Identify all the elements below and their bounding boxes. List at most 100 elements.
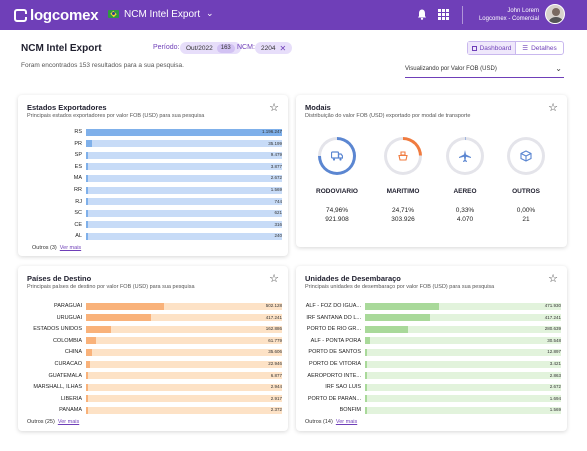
modal-value: 921.908: [325, 216, 349, 223]
states-bar-row[interactable]: AL 240: [18, 232, 288, 240]
units-bar-row[interactable]: IRF SANTANA DO L... 417.241: [296, 314, 567, 322]
modals-title: Modais: [305, 103, 331, 112]
countries-more-link[interactable]: Ver mais: [57, 419, 80, 425]
states-bar-row[interactable]: ES 3.877: [18, 163, 288, 171]
countries-bar: [86, 395, 88, 403]
countries-bar-value: 2.944: [270, 384, 282, 390]
apps-grid-icon[interactable]: [438, 9, 449, 20]
countries-bar: [86, 383, 88, 391]
modal-item[interactable]: OUTROS 0,00% 21: [496, 137, 556, 223]
star-icon[interactable]: ☆: [269, 273, 279, 285]
units-bar-row[interactable]: ALF - PONTA PORA 30.548: [296, 337, 567, 345]
states-bar-row[interactable]: SC 621: [18, 209, 288, 217]
states-bar: [86, 198, 88, 206]
star-icon[interactable]: ☆: [548, 102, 558, 114]
units-bar-row[interactable]: PORTO DE PARAN... 1.694: [296, 395, 567, 403]
units-bar-label: IRF SANTANA DO L...: [306, 314, 361, 321]
countries-bar-track: [86, 395, 282, 403]
countries-bar-row[interactable]: GUATEMALA 6.877: [18, 372, 288, 380]
states-bar-row[interactable]: RJ 744: [18, 198, 288, 206]
states-bar-row[interactable]: PR 35.199: [18, 140, 288, 148]
period-chip[interactable]: Out/2022 163: [180, 42, 241, 54]
star-icon[interactable]: ☆: [269, 102, 279, 114]
states-bar-value: 1.569: [270, 187, 282, 192]
modal-item[interactable]: RODOVIARIO 74,96% 921.908: [307, 137, 367, 223]
countries-bar-track: [86, 406, 282, 414]
modal-ring: [507, 137, 545, 175]
product-selector[interactable]: NCM Intel Export: [124, 9, 201, 20]
states-bar-row[interactable]: SP 9.479: [18, 151, 288, 159]
modal-percent: 24,71%: [391, 207, 415, 214]
units-more-link[interactable]: Ver mais: [335, 419, 358, 425]
countries-bar-label: LIBERIA: [60, 395, 82, 402]
units-bar-label: ALF - PONTA PORA: [310, 337, 361, 344]
box-icon: [520, 150, 532, 162]
units-bar-row[interactable]: ALF - FOZ DO IGUA... 471.930: [296, 302, 567, 310]
states-bar-track: [86, 221, 282, 229]
states-bar-track: [86, 209, 282, 217]
states-bar-label: RJ: [75, 198, 82, 205]
units-more: Outros (14) Ver mais: [305, 419, 357, 425]
states-bar-row[interactable]: RS 1.196.247: [18, 128, 288, 136]
view-by-select[interactable]: Visualizando por Valor FOB (USD) ⌄: [405, 64, 564, 78]
units-bar-label: ALF - FOZ DO IGUA...: [305, 303, 361, 309]
modal-item[interactable]: AEREO 0,33% 4.070: [435, 137, 495, 223]
countries-bar-row[interactable]: LIBERIA 2.917: [18, 395, 288, 403]
units-bar-value: 3.421: [549, 361, 561, 366]
units-bar-row[interactable]: PORTO DE VITORIA 3.421: [296, 360, 567, 368]
countries-others: Outros (25): [27, 419, 55, 425]
states-bar-row[interactable]: RR 1.569: [18, 186, 288, 194]
units-bar-row[interactable]: AEROPORTO INTE... 2.863: [296, 372, 567, 380]
units-bar-value: 2.672: [549, 384, 561, 390]
countries-title: Países de Destino: [27, 274, 92, 283]
units-bar-row[interactable]: BONFIM 1.569: [296, 406, 567, 414]
logo[interactable]: logcomex: [14, 7, 99, 24]
countries-bar-track: [86, 348, 282, 356]
countries-bar-row[interactable]: MARSHALL, ILHAS 2.944: [18, 383, 288, 391]
states-bar-label: SC: [74, 210, 82, 217]
chevron-down-icon: ⌄: [555, 64, 562, 73]
units-bar-row[interactable]: IRF SAO LUIS 2.672: [296, 383, 567, 391]
countries-bar-row[interactable]: PARAGUAI 502.128: [18, 302, 288, 310]
states-others: Outros (3): [32, 245, 57, 251]
modal-percent: 0,33%: [455, 207, 475, 214]
states-more-link[interactable]: Ver mais: [59, 245, 82, 251]
view-by-value: Visualizando por Valor FOB (USD): [405, 66, 497, 72]
modal-item[interactable]: MARITIMO 24,71% 303.926: [373, 137, 433, 223]
states-bar-value: 744: [274, 198, 282, 204]
countries-bar-row[interactable]: ESTADOS UNIDOS 162.886: [18, 325, 288, 333]
page-title: NCM Intel Export: [21, 43, 102, 54]
countries-bar-value: 2.372: [270, 407, 282, 413]
countries-bar-row[interactable]: URUGUAI 417.241: [18, 314, 288, 322]
close-icon[interactable]: ✕: [279, 43, 287, 53]
units-bar: [365, 360, 367, 368]
countries-bar: [86, 372, 88, 380]
tab-details-label: Detalhes: [531, 44, 557, 52]
units-bar: [365, 372, 367, 380]
countries-bar-track: [86, 360, 282, 368]
countries-bar-row[interactable]: PANAMA 2.372: [18, 406, 288, 414]
states-bar-track: [86, 128, 282, 136]
bell-icon[interactable]: [417, 9, 427, 20]
countries-bar-row[interactable]: COLOMBIA 61.779: [18, 337, 288, 345]
states-bar-row[interactable]: CE 316: [18, 221, 288, 229]
avatar[interactable]: [545, 4, 565, 24]
tab-dashboard[interactable]: Dashboard: [468, 42, 516, 54]
units-bar-row[interactable]: PORTO DE RIO GR... 280.639: [296, 325, 567, 333]
countries-bar-row[interactable]: CURACAO 22.946: [18, 360, 288, 368]
units-bar-track: [365, 383, 561, 391]
countries-bar-row[interactable]: CHINA 35.606: [18, 348, 288, 356]
states-bar-track: [86, 174, 282, 182]
units-bar-label: PORTO DE PARAN...: [307, 395, 361, 402]
chevron-down-icon[interactable]: ⌄: [206, 8, 214, 18]
units-bar-row[interactable]: PORTO DE SANTOS 12.897: [296, 348, 567, 356]
units-bar-label: BONFIM: [339, 407, 361, 414]
ncm-chip[interactable]: 2204 ✕: [255, 42, 293, 54]
states-bar-value: 3.877: [270, 163, 282, 169]
tab-details[interactable]: ☰ Detalhes: [516, 42, 563, 54]
star-icon[interactable]: ☆: [548, 273, 558, 285]
user-info[interactable]: John Lorem Logcomex - Comercial: [479, 7, 539, 23]
states-bar-label: CE: [74, 221, 82, 228]
states-bar-row[interactable]: MA 2.672: [18, 174, 288, 182]
period-label: Período:: [153, 44, 180, 51]
